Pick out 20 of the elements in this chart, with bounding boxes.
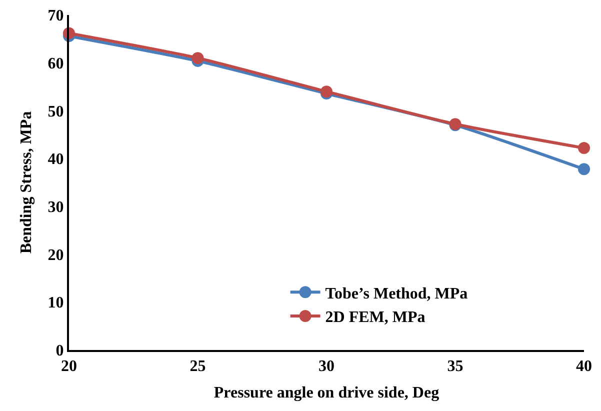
y-tick-label: 10 [48,294,64,312]
x-tick-label: 35 [447,358,464,376]
y-tick-label: 70 [48,8,64,25]
x-tick-label: 40 [576,358,592,376]
y-tick-label: 60 [48,55,64,72]
x-tick-label: 30 [318,358,334,376]
y-tick-label: 20 [48,246,64,264]
y-tick-label: 0 [56,342,64,360]
x-axis-title: Pressure angle on drive side, Deg [214,384,440,402]
y-tick-label: 40 [48,151,64,168]
point [578,142,590,154]
y-tick-label: 50 [48,103,64,120]
y-axis-title: Bending Stress, MPa [18,111,36,254]
x-tick-label: 25 [190,358,206,376]
legend-label: Tobe’s Method, MPa [325,285,468,302]
y-tick-label: 30 [48,199,64,216]
point [192,52,204,64]
point [578,163,590,176]
legend-label: 2D FEM, MPa [325,309,426,326]
x-tick-label: 20 [61,358,77,376]
